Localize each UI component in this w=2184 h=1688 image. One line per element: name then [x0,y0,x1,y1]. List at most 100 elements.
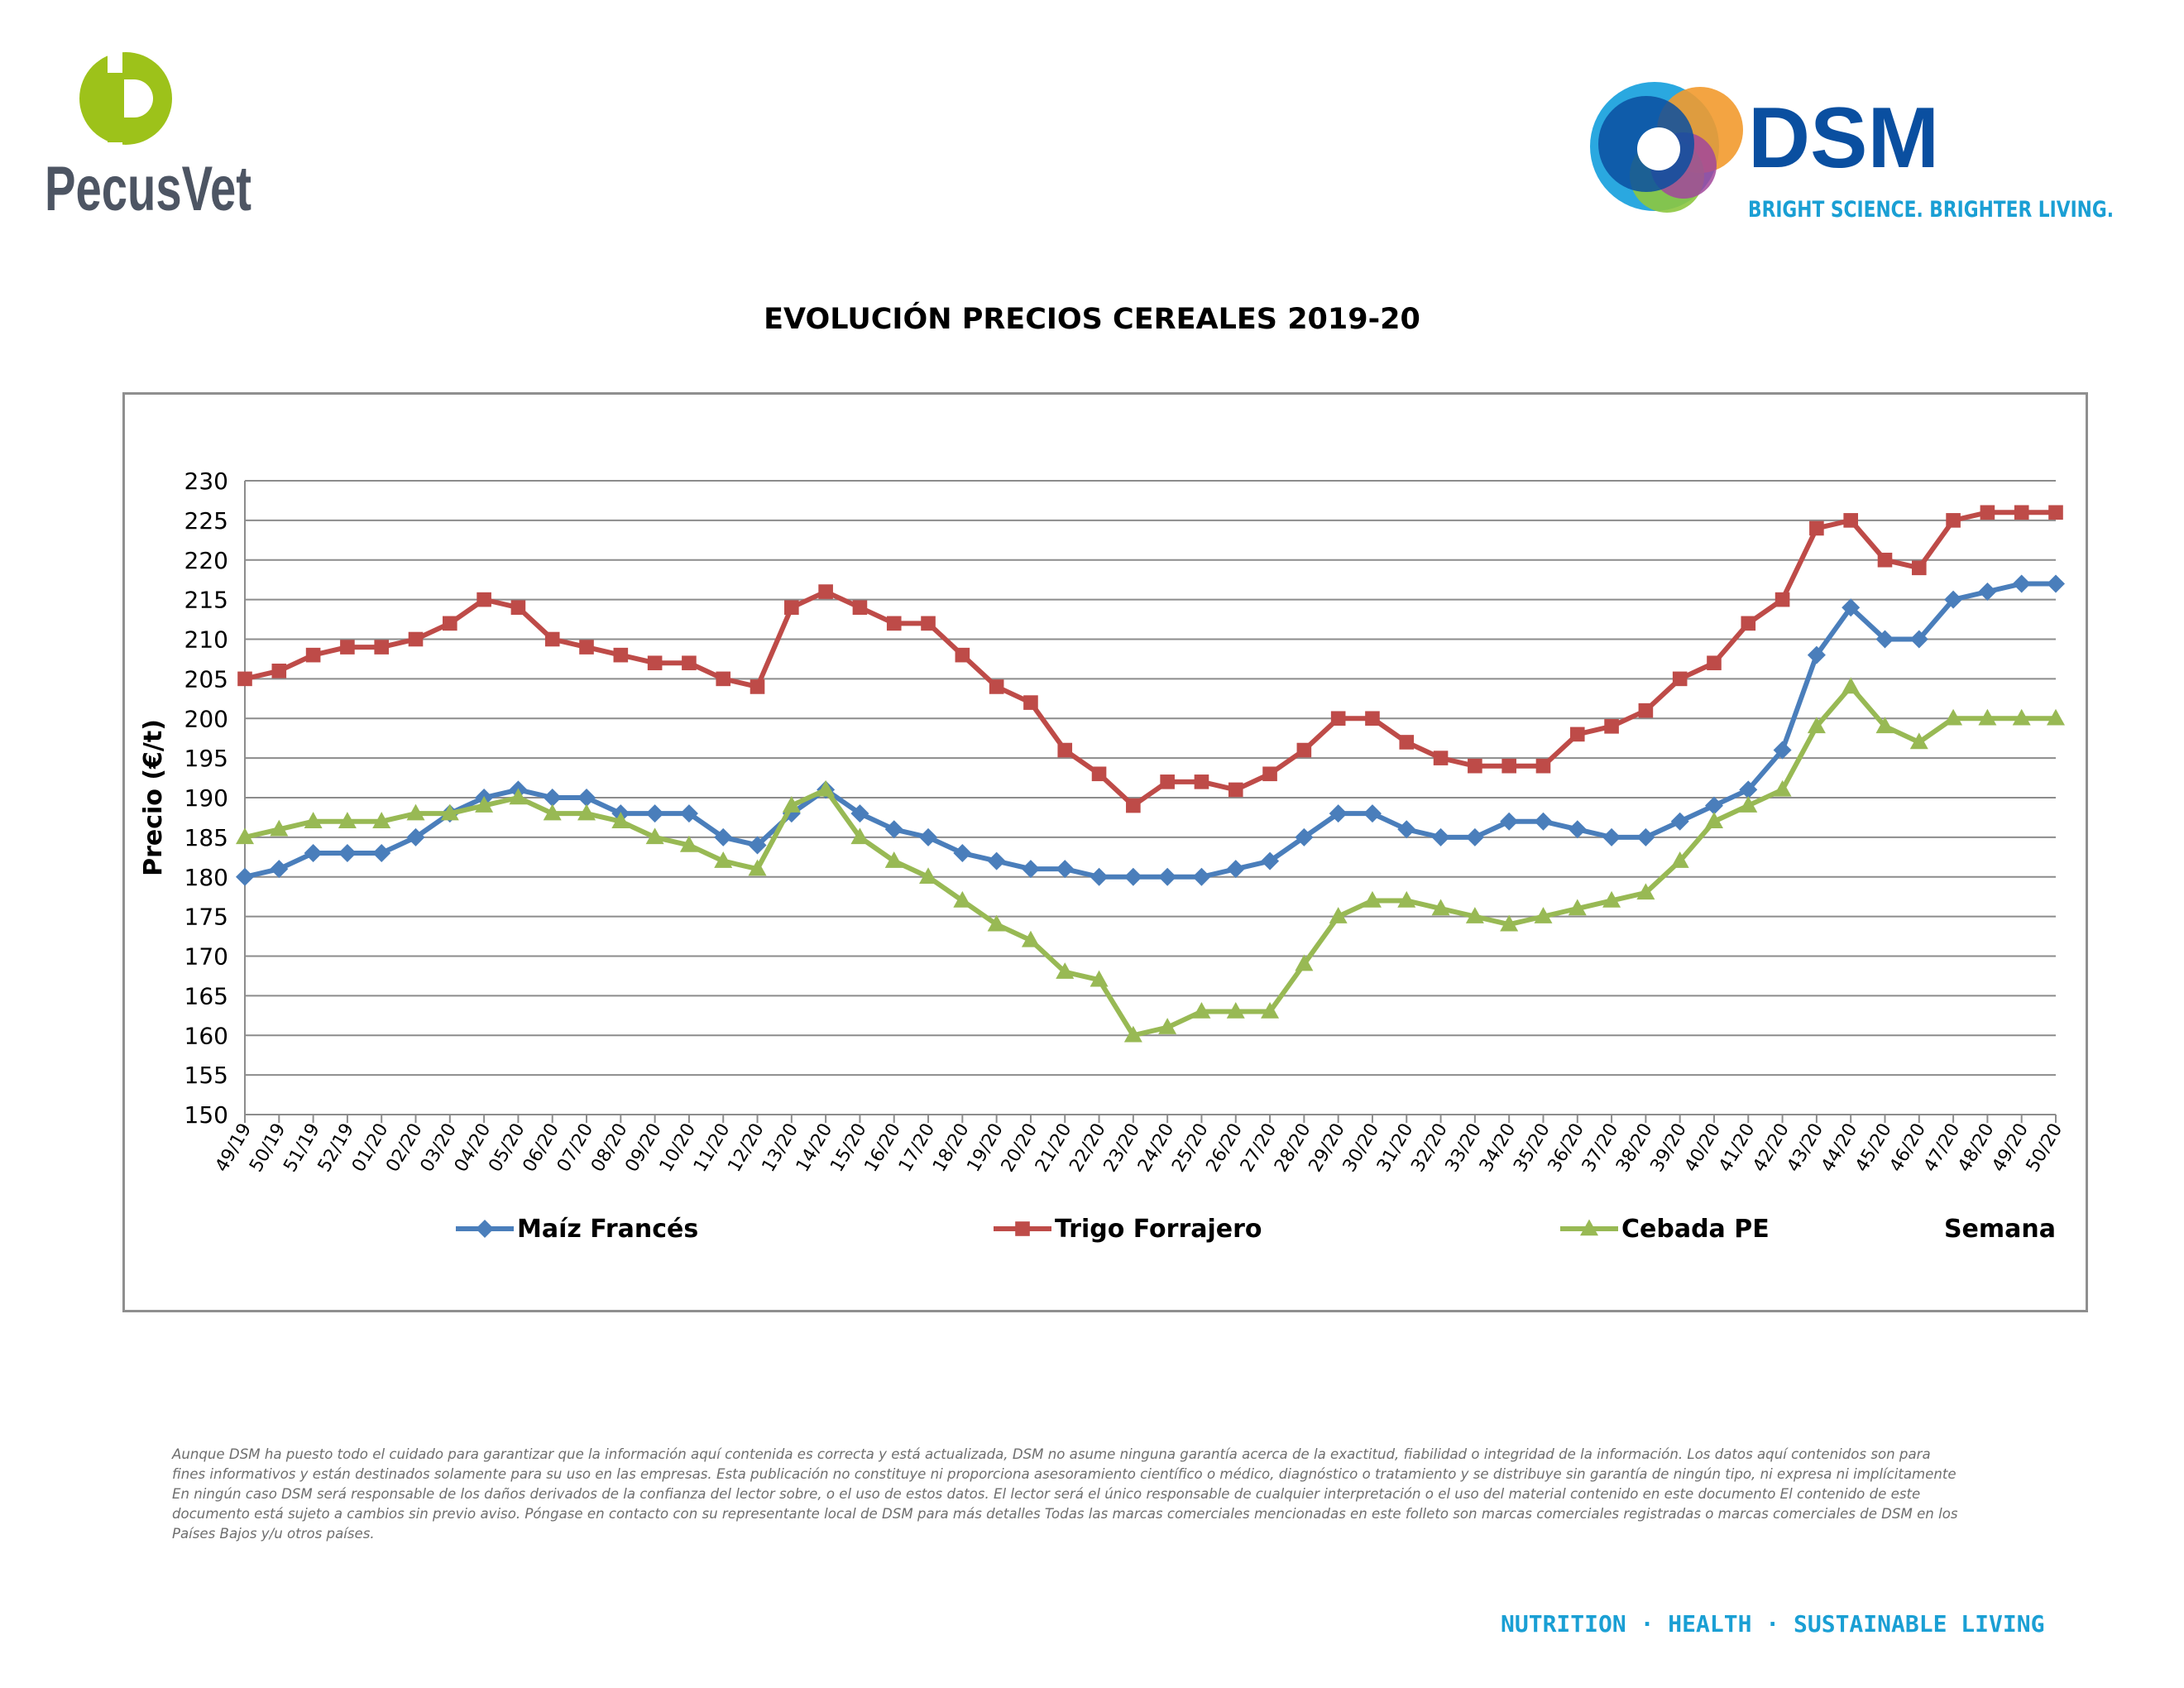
dsm-tagline: BRIGHT SCIENCE. BRIGHTER LIVING. [1748,197,2114,223]
data-point [1090,970,1109,987]
data-point [270,860,289,879]
data-point [1226,1001,1245,1019]
data-point [577,803,596,821]
data-point [884,851,903,868]
data-point [1946,513,1961,528]
data-point [886,616,902,631]
data-point [784,600,799,615]
data-point [1021,860,1040,879]
y-tick-label: 205 [184,665,228,693]
data-point [1399,735,1415,750]
data-point [989,679,1004,694]
data-point [1431,899,1450,916]
data-point [304,812,323,828]
data-point [1535,758,1551,774]
data-point [1843,513,1858,528]
data-point [305,647,321,663]
data-point [1126,798,1141,813]
data-point [1909,630,1928,649]
data-point [919,827,938,846]
data-point [1091,766,1107,782]
data-point [1569,727,1585,742]
data-point [1431,827,1450,846]
data-point [748,836,767,855]
data-point [682,655,697,671]
data-point [1433,750,1449,765]
data-point [613,647,629,663]
data-point [1465,827,1484,846]
data-point [1261,1001,1280,1019]
data-point [2014,505,2029,520]
data-point [1568,820,1587,839]
data-point [544,631,560,647]
data-point [1773,741,1792,760]
data-point [1021,930,1040,947]
data-point [716,671,731,687]
legend-label: Cebada PE [1621,1215,1770,1244]
data-point [1911,560,1927,576]
data-point [919,867,938,884]
data-point [1226,860,1245,879]
data-point [2012,708,2031,726]
data-point [714,851,733,868]
y-axis-label: Precio (€/t) [139,719,168,876]
data-point [1090,867,1109,886]
data-point [884,820,903,839]
data-point [1056,962,1075,979]
data-point [1262,766,1277,782]
series-line [244,510,2056,808]
data-point [406,827,425,846]
data-point [510,600,526,615]
data-point [1465,907,1484,923]
legend-marker [1580,1219,1598,1236]
data-point [1534,907,1553,923]
y-tick-label: 170 [184,943,228,971]
data-point [987,914,1006,932]
data-point [1842,677,1861,694]
legend-label: Trigo Forrajero [1055,1215,1262,1244]
data-point [679,835,698,852]
data-point [543,803,562,821]
y-tick-label: 155 [184,1062,228,1089]
data-point [921,616,936,631]
x-tick-label: 50/20 [2023,1120,2067,1176]
data-point [1158,1018,1177,1034]
data-point [1057,742,1073,758]
data-point [340,640,355,655]
data-point [1875,717,1894,734]
data-point [645,827,664,845]
data-point [1123,1025,1142,1043]
data-point [1500,914,1519,932]
data-point [1909,732,1928,750]
y-tick-label: 220 [184,547,228,574]
data-point [1534,812,1553,831]
data-point [440,803,459,821]
data-point [850,827,869,845]
data-point [1739,780,1758,799]
data-point [714,827,733,846]
data-point [852,600,868,615]
data-point [1980,505,1995,520]
pecusvet-logo: PecusVet [45,52,251,222]
data-point [579,640,594,655]
data-point [679,804,698,823]
data-point [1636,883,1655,900]
data-point [2047,708,2065,726]
data-point [1228,782,1243,798]
data-point [1638,703,1654,718]
data-point [1636,827,1655,846]
chart-frame: 150 155 160 165 170 175 180 185 190 195 200 205 210 2… [122,392,2088,1312]
data-point [1295,954,1314,971]
data-point [2048,505,2063,520]
data-point [577,789,596,807]
y-tick-label: 190 [184,784,228,812]
data-point [817,779,836,797]
data-point [1809,520,1824,536]
data-point [1365,711,1380,727]
data-point [477,592,491,607]
data-point [406,803,425,821]
data-point [408,631,424,647]
data-point [1329,804,1348,823]
y-tick-label: 165 [184,982,228,1009]
data-point [236,867,254,886]
